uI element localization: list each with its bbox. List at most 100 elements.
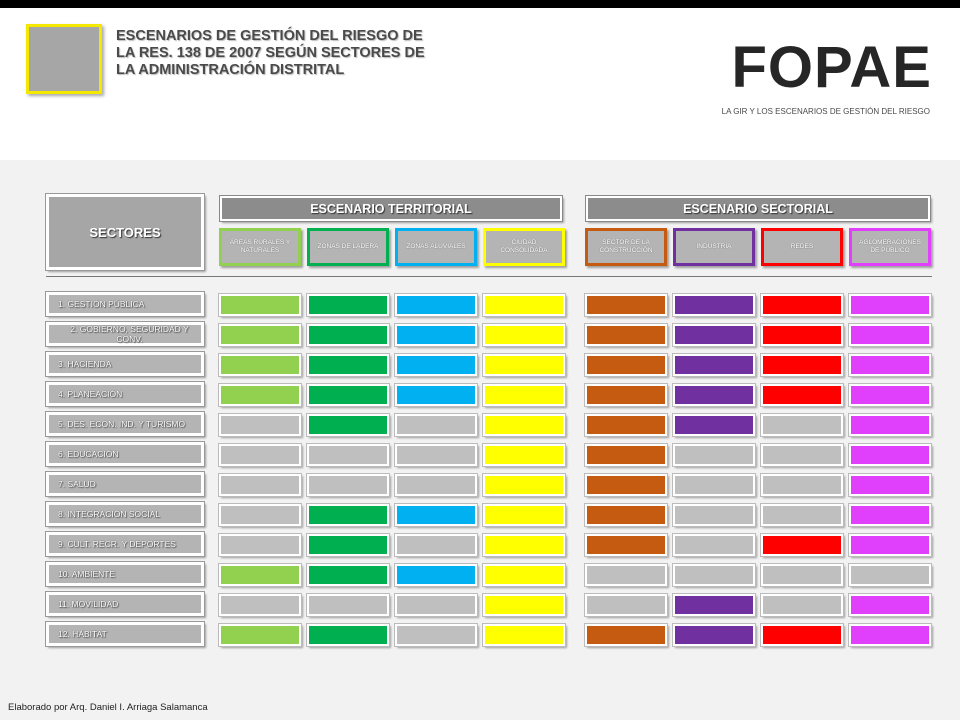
column-header-4: CIUDAD CONSOLIDADA bbox=[483, 228, 565, 266]
matrix-cell-r3-c7 bbox=[760, 353, 844, 377]
matrix-cell-r12-c2 bbox=[306, 623, 390, 647]
matrix-cell-r2-c1 bbox=[218, 323, 302, 347]
matrix-cell-r10-c7 bbox=[760, 563, 844, 587]
matrix-cell-r3-c2 bbox=[306, 353, 390, 377]
matrix-cell-r6-c2 bbox=[306, 443, 390, 467]
matrix-cell-r8-c4 bbox=[482, 503, 566, 527]
column-header-8: AGLOMERACIONES DE PÚBLICO bbox=[849, 228, 931, 266]
matrix-cell-r2-c2 bbox=[306, 323, 390, 347]
matrix-cell-r8-c8 bbox=[848, 503, 932, 527]
matrix-cell-r9-c3 bbox=[394, 533, 478, 557]
matrix-cell-r3-c6 bbox=[672, 353, 756, 377]
sector-label-8: 8. INTEGRACIÓN SOCIAL bbox=[45, 501, 205, 527]
matrix-cell-r4-c7 bbox=[760, 383, 844, 407]
matrix-cell-r12-c3 bbox=[394, 623, 478, 647]
brand-subtitle: LA GIR Y LOS ESCENARIOS DE GESTIÓN DEL R… bbox=[721, 107, 930, 116]
matrix-cell-r8-c3 bbox=[394, 503, 478, 527]
matrix-cell-r3-c8 bbox=[848, 353, 932, 377]
matrix-cell-r4-c1 bbox=[218, 383, 302, 407]
credit-note: Elaborado por Arq. Daniel I. Arriaga Sal… bbox=[8, 702, 208, 713]
matrix-cell-r12-c7 bbox=[760, 623, 844, 647]
sector-label-11: 11. MOVILIDAD bbox=[45, 591, 205, 617]
matrix-cell-r7-c8 bbox=[848, 473, 932, 497]
matrix-cell-r6-c8 bbox=[848, 443, 932, 467]
matrix-cell-r12-c5 bbox=[584, 623, 668, 647]
matrix-cell-r11-c3 bbox=[394, 593, 478, 617]
matrix-cell-r7-c5 bbox=[584, 473, 668, 497]
matrix-cell-r6-c1 bbox=[218, 443, 302, 467]
matrix-cell-r11-c5 bbox=[584, 593, 668, 617]
matrix-cell-r3-c5 bbox=[584, 353, 668, 377]
matrix-cell-r8-c5 bbox=[584, 503, 668, 527]
matrix-cell-r10-c3 bbox=[394, 563, 478, 587]
matrix-cell-r2-c7 bbox=[760, 323, 844, 347]
matrix-cell-r4-c3 bbox=[394, 383, 478, 407]
matrix-cell-r1-c8 bbox=[848, 293, 932, 317]
matrix-cell-r2-c5 bbox=[584, 323, 668, 347]
matrix-cell-r10-c4 bbox=[482, 563, 566, 587]
matrix-cell-r5-c6 bbox=[672, 413, 756, 437]
matrix-cell-r11-c1 bbox=[218, 593, 302, 617]
sector-label-10: 10. AMBIENTE bbox=[45, 561, 205, 587]
sectorial-title: ESCENARIO SECTORIAL bbox=[585, 195, 931, 222]
territorial-title: ESCENARIO TERRITORIAL bbox=[219, 195, 563, 222]
matrix-cell-r5-c3 bbox=[394, 413, 478, 437]
matrix-cell-r4-c2 bbox=[306, 383, 390, 407]
matrix-cell-r4-c4 bbox=[482, 383, 566, 407]
column-header-2: ZONAS DE LADERA bbox=[307, 228, 389, 266]
sectores-header: SECTORES bbox=[45, 193, 205, 271]
matrix-cell-r6-c4 bbox=[482, 443, 566, 467]
matrix-cell-r5-c4 bbox=[482, 413, 566, 437]
matrix-cell-r1-c7 bbox=[760, 293, 844, 317]
matrix-cell-r5-c2 bbox=[306, 413, 390, 437]
matrix-cell-r2-c6 bbox=[672, 323, 756, 347]
matrix-cell-r2-c3 bbox=[394, 323, 478, 347]
column-header-7: REDES bbox=[761, 228, 843, 266]
matrix-cell-r7-c7 bbox=[760, 473, 844, 497]
column-header-1: ÁREAS RURALES Y NATURALES bbox=[219, 228, 301, 266]
matrix-cell-r10-c6 bbox=[672, 563, 756, 587]
matrix-cell-r6-c6 bbox=[672, 443, 756, 467]
brand-logo: FOPAE bbox=[731, 35, 932, 100]
matrix-cell-r4-c5 bbox=[584, 383, 668, 407]
matrix-cell-r11-c4 bbox=[482, 593, 566, 617]
matrix-cell-r1-c1 bbox=[218, 293, 302, 317]
matrix-cell-r3-c3 bbox=[394, 353, 478, 377]
sector-label-9: 9. CULT. RECR. Y DEPORTES bbox=[45, 531, 205, 557]
logo-placeholder bbox=[26, 24, 102, 94]
sector-label-12: 12. HÁBITAT bbox=[45, 621, 205, 647]
matrix-cell-r8-c6 bbox=[672, 503, 756, 527]
matrix-cell-r9-c2 bbox=[306, 533, 390, 557]
top-bar bbox=[0, 0, 960, 8]
matrix-cell-r12-c4 bbox=[482, 623, 566, 647]
matrix-cell-r2-c8 bbox=[848, 323, 932, 347]
matrix-cell-r9-c6 bbox=[672, 533, 756, 557]
sector-label-7: 7. SALUD bbox=[45, 471, 205, 497]
matrix-cell-r5-c8 bbox=[848, 413, 932, 437]
matrix-cell-r9-c8 bbox=[848, 533, 932, 557]
matrix-cell-r3-c4 bbox=[482, 353, 566, 377]
matrix-cell-r6-c7 bbox=[760, 443, 844, 467]
matrix-cell-r1-c6 bbox=[672, 293, 756, 317]
header-divider bbox=[46, 276, 932, 277]
matrix-cell-r6-c5 bbox=[584, 443, 668, 467]
sector-label-5: 5. DES. ECON. IND. Y TURISMO bbox=[45, 411, 205, 437]
matrix-cell-r1-c5 bbox=[584, 293, 668, 317]
page-title: ESCENARIOS DE GESTIÓN DEL RIESGO DE LA R… bbox=[116, 28, 425, 78]
matrix-cell-r5-c1 bbox=[218, 413, 302, 437]
matrix-cell-r4-c6 bbox=[672, 383, 756, 407]
matrix-cell-r10-c8 bbox=[848, 563, 932, 587]
matrix-cell-r8-c1 bbox=[218, 503, 302, 527]
matrix-cell-r7-c3 bbox=[394, 473, 478, 497]
matrix-cell-r2-c4 bbox=[482, 323, 566, 347]
sector-label-2: 2. GOBIERNO, SEGURIDAD Y CONV. bbox=[45, 321, 205, 347]
matrix-cell-r8-c2 bbox=[306, 503, 390, 527]
matrix-cell-r5-c7 bbox=[760, 413, 844, 437]
matrix-cell-r9-c5 bbox=[584, 533, 668, 557]
matrix-cell-r9-c7 bbox=[760, 533, 844, 557]
matrix-cell-r7-c6 bbox=[672, 473, 756, 497]
sector-label-4: 4. PLANEACIÓN bbox=[45, 381, 205, 407]
matrix-cell-r10-c1 bbox=[218, 563, 302, 587]
matrix-cell-r10-c2 bbox=[306, 563, 390, 587]
matrix-cell-r12-c8 bbox=[848, 623, 932, 647]
